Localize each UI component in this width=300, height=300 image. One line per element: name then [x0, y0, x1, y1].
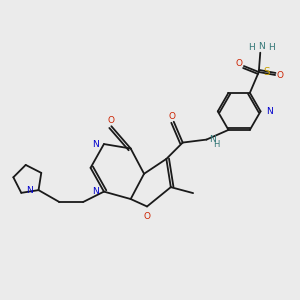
- Text: N: N: [266, 107, 273, 116]
- Text: N: N: [26, 186, 33, 195]
- Text: O: O: [235, 58, 242, 68]
- Text: N: N: [92, 140, 99, 148]
- Text: H: H: [268, 43, 275, 52]
- Text: N: N: [209, 134, 216, 143]
- Text: O: O: [107, 116, 114, 125]
- Text: N: N: [92, 187, 99, 196]
- Text: O: O: [169, 112, 176, 121]
- Text: S: S: [263, 67, 270, 77]
- Text: N: N: [258, 42, 265, 51]
- Text: O: O: [277, 71, 284, 80]
- Text: H: H: [249, 43, 255, 52]
- Text: H: H: [213, 140, 219, 148]
- Text: O: O: [143, 212, 151, 221]
